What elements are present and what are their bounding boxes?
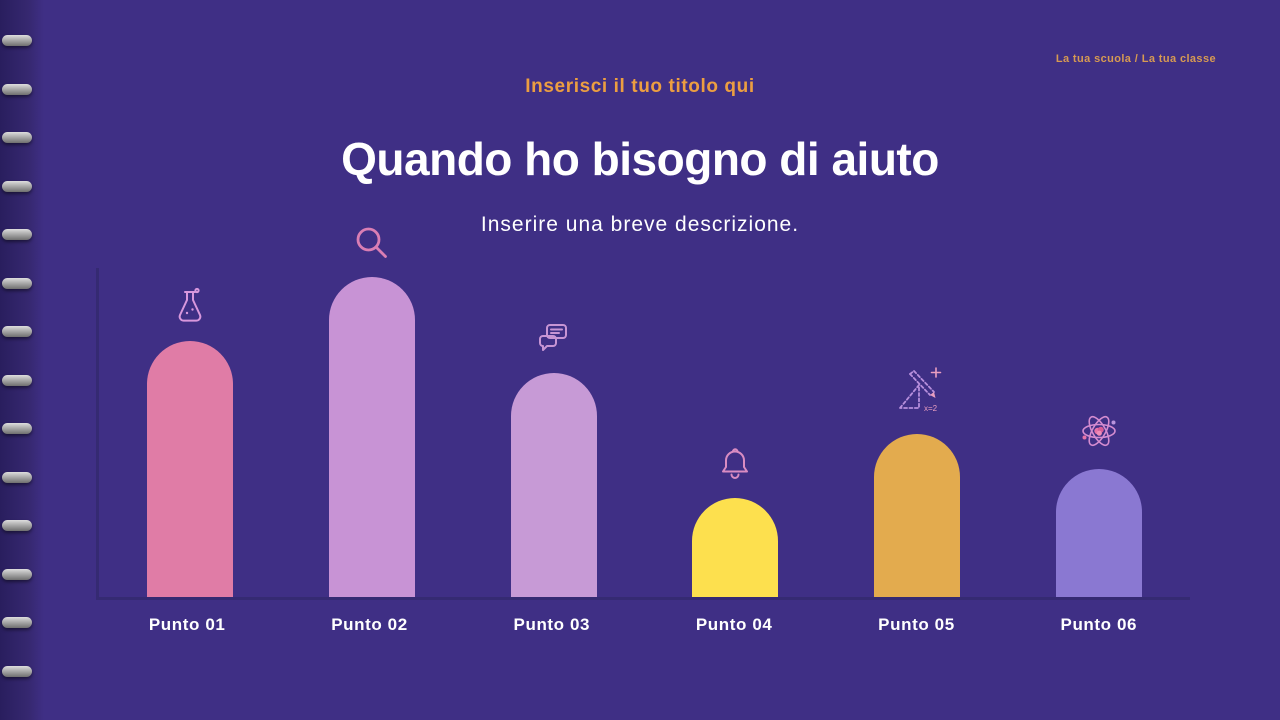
spiral-ring (2, 181, 32, 192)
bar-column (1008, 407, 1190, 597)
spiral-ring (2, 666, 32, 677)
spiral-ring (2, 229, 32, 240)
spiral-ring (2, 84, 32, 95)
bar-chart: x=2 (96, 227, 1190, 600)
spiral-ring (2, 472, 32, 483)
chat-icon (534, 319, 574, 359)
bar (874, 434, 961, 597)
bar (510, 373, 597, 597)
bar-column (463, 319, 645, 597)
magnifier-icon (352, 223, 392, 263)
slide-subtitle: Inserire una breve descrizione. (480, 213, 800, 236)
bar-column (644, 444, 826, 597)
slide-meta: La tua scuola / La tua classe (1055, 53, 1216, 65)
spiral-ring (2, 35, 32, 46)
slide-kicker: Inserisci il tuo titolo qui (525, 76, 755, 97)
bar-label: Punto 04 (695, 615, 773, 634)
bar (692, 498, 779, 597)
bar-column: x=2 (826, 362, 1008, 597)
bar-label: Punto 02 (331, 615, 408, 634)
spiral-ring (2, 278, 32, 289)
bar (1056, 469, 1143, 597)
spiral-ring (2, 132, 32, 143)
spiral-ring (2, 375, 32, 386)
atom-icon (1075, 407, 1123, 455)
bar-label: Punto 03 (513, 615, 591, 634)
spiral-ring (2, 326, 32, 337)
spiral-ring (2, 423, 32, 434)
chart-labels: Punto 01 Punto 02 Punto 03 Punto 04 Punt… (96, 615, 1190, 635)
svg-text:x=2: x=2 (924, 404, 938, 413)
bell-icon (715, 444, 755, 484)
page-title: Quando ho bisogno di aiuto (341, 133, 939, 185)
chart-bars: x=2 (99, 227, 1190, 597)
geometry-icon: x=2 (888, 362, 946, 420)
bar-column (99, 287, 281, 597)
bar-label: Punto 05 (878, 615, 955, 634)
bar-label: Punto 01 (148, 615, 226, 634)
bar-column (281, 223, 463, 597)
bar (328, 277, 415, 597)
bar (146, 341, 233, 597)
spiral-ring (2, 569, 32, 580)
spiral-ring (2, 617, 32, 628)
spiral-ring (2, 520, 32, 531)
bar-label: Punto 06 (1060, 615, 1138, 634)
flask-icon (170, 287, 210, 327)
spiral-binding (0, 0, 44, 720)
